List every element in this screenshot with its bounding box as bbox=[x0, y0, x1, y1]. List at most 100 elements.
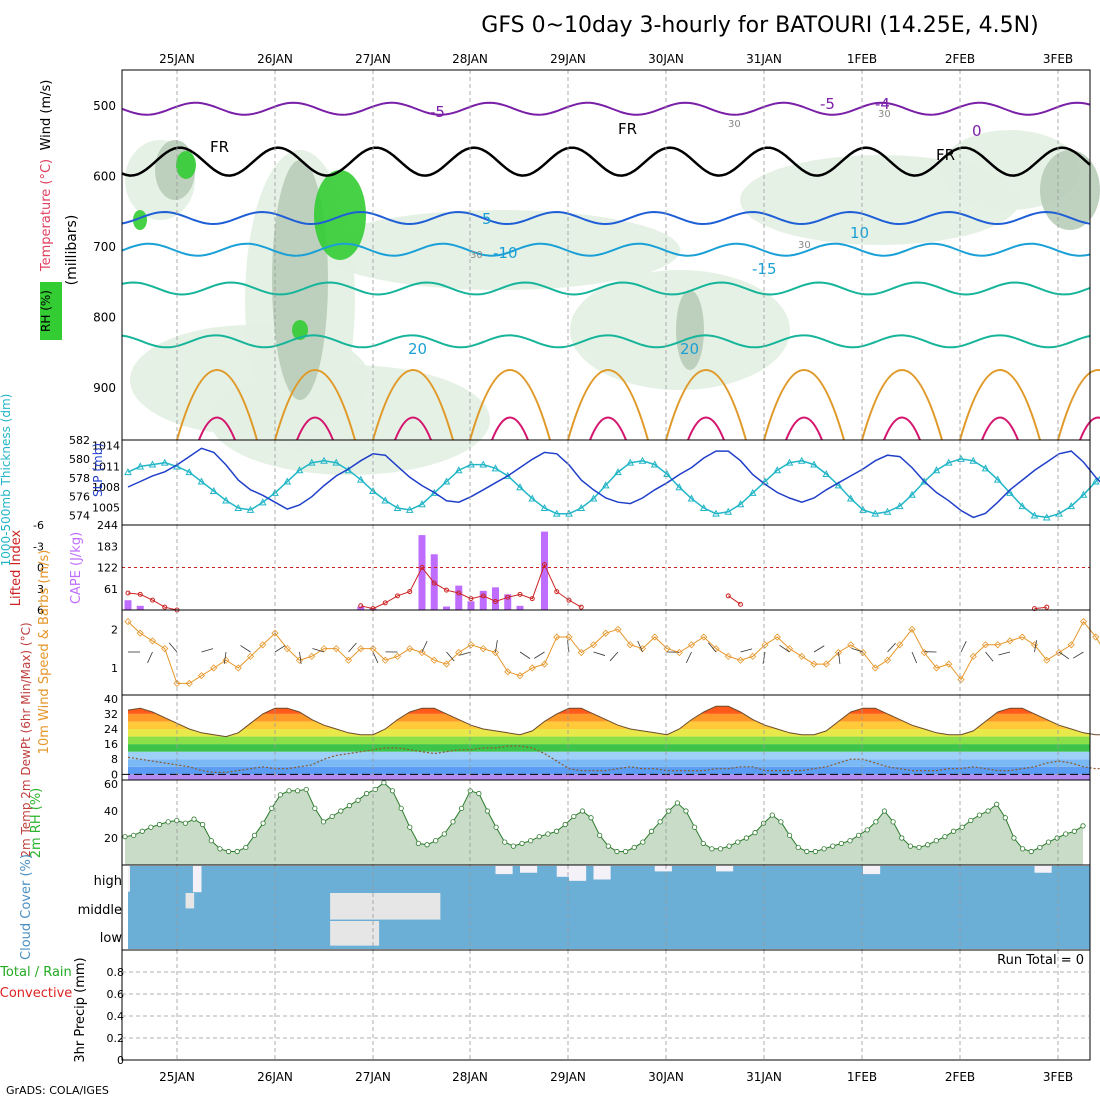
rh2m-marker bbox=[743, 835, 750, 841]
rh2m-marker bbox=[950, 828, 957, 834]
wind-barb bbox=[887, 642, 896, 653]
thickness-marker bbox=[822, 469, 831, 477]
rh2m-marker bbox=[786, 832, 793, 838]
lifted-index-line bbox=[728, 595, 741, 605]
temp-band bbox=[128, 721, 1090, 729]
rh2m-marker bbox=[579, 808, 586, 814]
temp-band bbox=[128, 774, 1090, 780]
rh2m-marker bbox=[700, 840, 706, 847]
thickness-marker bbox=[540, 503, 549, 511]
rh-shading bbox=[676, 290, 704, 370]
wind-speed-marker bbox=[1079, 618, 1088, 626]
precip-axis-label: 3hr Precip (mm) bbox=[73, 957, 88, 1062]
bottom-date-label: 27JAN bbox=[355, 1070, 391, 1084]
thickness-marker bbox=[1067, 502, 1076, 510]
wind-speed-marker bbox=[700, 633, 708, 641]
wind-barb bbox=[637, 640, 643, 653]
wind-speed-marker bbox=[467, 641, 475, 649]
thickness-marker bbox=[724, 507, 733, 515]
top-date-label: 29JAN bbox=[550, 52, 586, 66]
wind-tick: 2 bbox=[111, 623, 118, 636]
cloud-clear-high bbox=[716, 866, 734, 872]
rh2m-marker bbox=[200, 821, 206, 828]
top-date-label: 2FEB bbox=[945, 52, 975, 66]
thickness-marker bbox=[442, 477, 451, 485]
rh-shading bbox=[176, 151, 196, 179]
rh2m-marker bbox=[631, 844, 637, 851]
isotherm-arch bbox=[981, 416, 1019, 441]
wind-speed-marker bbox=[246, 652, 255, 660]
isotherm-label: 10 bbox=[850, 224, 869, 242]
thickness-marker bbox=[932, 466, 941, 474]
lifted-index-marker bbox=[431, 580, 437, 586]
rh2m-marker bbox=[156, 821, 163, 828]
wind-barb bbox=[762, 651, 766, 664]
thickness-marker bbox=[222, 496, 230, 504]
thickness-marker bbox=[320, 456, 328, 464]
wind-speed-marker bbox=[357, 645, 365, 653]
wind-speed-marker bbox=[491, 648, 500, 657]
rh2m-marker bbox=[692, 824, 698, 830]
cape-bar bbox=[541, 531, 548, 610]
wind-speed-marker bbox=[540, 660, 549, 668]
rh2m-marker bbox=[562, 821, 568, 828]
lifted-index-marker bbox=[529, 596, 535, 602]
thickness-marker bbox=[197, 477, 206, 485]
top-date-label: 27JAN bbox=[355, 52, 391, 66]
rh2m-marker bbox=[1002, 815, 1008, 821]
wind-barb bbox=[534, 651, 545, 659]
wind-barb bbox=[421, 640, 428, 653]
wind-barb bbox=[1034, 640, 1037, 653]
cloud-clear-high bbox=[593, 866, 611, 880]
pressure-tick: 900 bbox=[93, 381, 116, 395]
wind-barb bbox=[312, 648, 325, 653]
rh2m-marker bbox=[493, 824, 499, 830]
thickness-marker bbox=[920, 477, 929, 485]
isotherm-label: 5 bbox=[482, 210, 492, 228]
thickness-marker bbox=[675, 483, 684, 491]
isotherm-arch bbox=[1079, 416, 1100, 441]
isotherm-label: -5 bbox=[820, 95, 835, 113]
thickness-marker bbox=[332, 458, 341, 466]
wind-speed-marker bbox=[614, 625, 622, 633]
rh2m-line bbox=[124, 782, 1084, 853]
thickness-marker bbox=[307, 458, 316, 466]
rh2m-marker bbox=[1071, 828, 1077, 834]
cape-tick: 183 bbox=[97, 540, 118, 553]
rh2m-marker bbox=[1054, 835, 1060, 841]
temp-tick: 0 bbox=[111, 768, 118, 781]
wind-barb bbox=[838, 651, 841, 664]
bottom-date-label: 3FEB bbox=[1043, 1070, 1073, 1084]
rh-shading bbox=[320, 210, 680, 290]
rh2m-marker bbox=[683, 808, 689, 814]
rh2m-marker bbox=[838, 840, 844, 847]
isotherm-arch bbox=[372, 369, 454, 441]
rh2m-marker bbox=[942, 834, 948, 840]
rh2m-marker bbox=[674, 800, 680, 806]
rh2m-marker bbox=[277, 792, 283, 798]
pressure-tick: 600 bbox=[93, 170, 116, 184]
rh2m-marker bbox=[484, 808, 491, 814]
temp-band bbox=[128, 759, 1090, 767]
thickness-marker bbox=[663, 469, 671, 477]
thickness-marker bbox=[405, 505, 414, 513]
rh2m-marker bbox=[571, 813, 577, 820]
thickness-marker bbox=[369, 486, 377, 494]
wind-barb bbox=[519, 651, 531, 659]
rh2m-marker bbox=[165, 819, 171, 825]
chart-title: GFS 0~10day 3-hourly for BATOURI (14.25E… bbox=[481, 13, 1038, 38]
isotherm-line bbox=[121, 242, 1091, 257]
rh2m-tick: 40 bbox=[104, 805, 118, 818]
cape-bar bbox=[479, 590, 487, 610]
rh2m-marker bbox=[208, 838, 214, 844]
rh2m-marker bbox=[476, 790, 482, 797]
lifted-index-marker bbox=[150, 597, 155, 603]
top-date-label: 25JAN bbox=[159, 52, 195, 66]
rh2m-marker bbox=[821, 846, 827, 852]
rh2m-marker bbox=[1045, 839, 1052, 845]
thickness-marker bbox=[552, 509, 561, 517]
lifted-axis-label: Lifted Index bbox=[9, 529, 24, 606]
thickness-marker bbox=[283, 477, 292, 485]
thickness-marker bbox=[234, 503, 243, 511]
lifted-index-marker bbox=[554, 589, 560, 595]
